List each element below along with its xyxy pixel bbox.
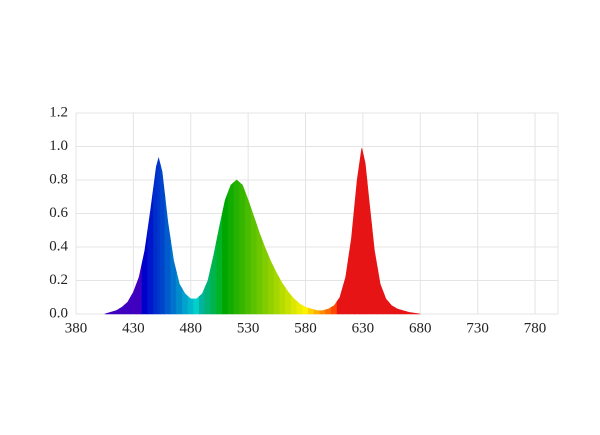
spectrum-slice bbox=[250, 208, 258, 315]
spectrum-slice bbox=[308, 307, 315, 315]
spectrum-slice bbox=[170, 241, 177, 315]
spectrum-slice bbox=[331, 300, 338, 315]
spectrum-slice bbox=[371, 223, 378, 315]
spectrum-slice bbox=[348, 209, 355, 315]
spectrum-slice bbox=[285, 287, 292, 315]
spectrum-slice bbox=[227, 181, 235, 315]
spectrum-slice bbox=[353, 164, 360, 315]
spectrum-slice bbox=[394, 306, 401, 315]
spectrum-slice bbox=[399, 309, 407, 315]
x-tick-label: 530 bbox=[237, 320, 260, 336]
y-tick-label: 0.8 bbox=[49, 171, 68, 187]
spectrum-slice bbox=[210, 241, 217, 315]
x-tick-label: 580 bbox=[294, 320, 317, 336]
spectrum-slice bbox=[233, 179, 240, 315]
spectrum-slice bbox=[363, 155, 368, 315]
spectrum-slice bbox=[181, 287, 189, 315]
x-tick-label: 480 bbox=[180, 320, 203, 336]
spectrum-slice bbox=[262, 241, 269, 315]
spectrum-slice bbox=[130, 284, 137, 315]
spectrum-slice bbox=[336, 287, 344, 315]
spectrum-slice bbox=[366, 179, 372, 315]
spectrum-slice bbox=[319, 309, 326, 315]
y-tick-label: 1.2 bbox=[49, 104, 68, 120]
spectrum-slice bbox=[267, 255, 275, 315]
spectrum-slice bbox=[325, 306, 332, 315]
spectrum-slice bbox=[135, 263, 143, 315]
spectrum-slice bbox=[388, 301, 395, 315]
y-tick-label: 0.0 bbox=[49, 305, 68, 321]
spectrum-slice bbox=[147, 188, 154, 315]
x-tick-label: 780 bbox=[524, 320, 547, 336]
spectrum-slice bbox=[141, 230, 149, 315]
spectrum-slice bbox=[290, 294, 298, 315]
spectrum-slice bbox=[216, 213, 223, 315]
spectrum-slice bbox=[112, 308, 120, 315]
spectrum-slice bbox=[204, 267, 212, 315]
spectrum-slice bbox=[342, 257, 349, 315]
x-tick-label: 630 bbox=[352, 320, 375, 336]
spectrum-slice bbox=[193, 295, 200, 315]
spectrum-slice bbox=[124, 296, 131, 315]
spectrum-slice bbox=[244, 192, 252, 315]
spectrum-slice bbox=[157, 157, 161, 315]
spectrum-slice bbox=[382, 291, 390, 315]
spectrum-slice bbox=[359, 148, 364, 315]
spectrum-slice bbox=[296, 300, 303, 315]
y-tick-label: 0.2 bbox=[49, 272, 68, 288]
spectrum-slice bbox=[187, 295, 194, 315]
spectrum-slice bbox=[279, 277, 286, 315]
x-tick-label: 430 bbox=[122, 320, 145, 336]
spectrum-slice bbox=[302, 305, 309, 315]
spectrum-slice bbox=[104, 312, 108, 315]
spectrum-slice bbox=[313, 309, 321, 315]
spectrum-slice bbox=[239, 181, 246, 315]
spectrum-slice bbox=[273, 267, 281, 315]
y-tick-label: 1.0 bbox=[49, 138, 68, 154]
spectrum-slice bbox=[222, 192, 229, 315]
spectrum-slice bbox=[256, 225, 263, 315]
spectrum-slice bbox=[376, 267, 384, 315]
spectrum-slice bbox=[164, 196, 171, 315]
y-tick-label: 0.6 bbox=[49, 205, 68, 221]
x-tick-label: 380 bbox=[65, 320, 88, 336]
x-tick-label: 730 bbox=[466, 320, 489, 336]
spectrum-slice bbox=[107, 311, 114, 315]
spectrum-slice bbox=[118, 304, 126, 315]
spectrum-slice bbox=[153, 162, 158, 315]
y-tick-label: 0.4 bbox=[49, 238, 68, 254]
spectrum-slice bbox=[405, 311, 412, 315]
spectrum-slice bbox=[199, 287, 206, 315]
x-tick-label: 680 bbox=[409, 320, 432, 336]
spectrum-slice bbox=[176, 272, 183, 315]
spectrum-slice bbox=[160, 164, 166, 315]
spectrum-slice bbox=[411, 312, 418, 315]
